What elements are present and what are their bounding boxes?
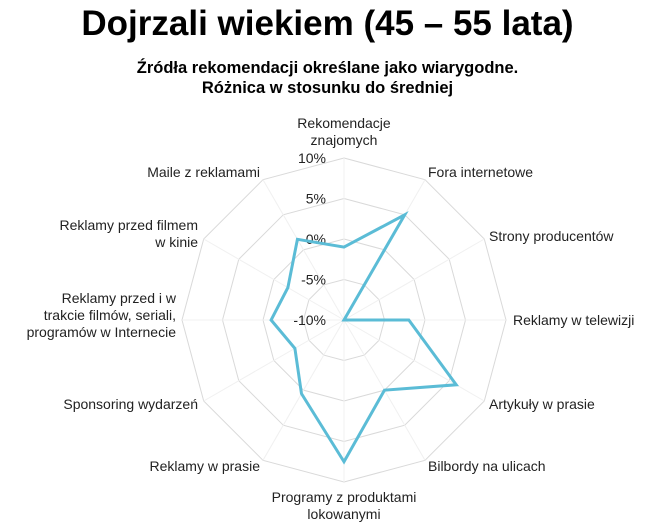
grid-spoke bbox=[203, 238, 345, 321]
grid-spoke bbox=[343, 319, 485, 402]
tick-label: -10% bbox=[293, 312, 326, 328]
category-label: Reklamy w telewizji bbox=[513, 312, 634, 328]
category-label: Sponsoring wydarzeń bbox=[63, 396, 198, 412]
subtitle-line: Źródła rekomendacji określane jako wiary… bbox=[136, 59, 519, 77]
category-label: Rekomendacje znajomych bbox=[297, 115, 391, 148]
chart-title: Dojrzali wiekiem (45 – 55 lata) bbox=[81, 4, 574, 43]
category-label: Artykuły w prasie bbox=[489, 396, 595, 412]
category-label: Maile z reklamami bbox=[147, 164, 260, 180]
grid-spoke bbox=[262, 179, 345, 321]
tick-label: 5% bbox=[306, 191, 326, 207]
category-label: Fora internetowe bbox=[428, 164, 533, 180]
grid-spoke bbox=[343, 238, 485, 321]
grid-spoke bbox=[203, 319, 345, 402]
category-label: Bilbordy na ulicach bbox=[428, 458, 546, 474]
category-label: Strony producentów bbox=[489, 228, 614, 244]
category-label: Programy z produktami lokowanymi bbox=[272, 489, 417, 522]
tick-label: 10% bbox=[298, 150, 326, 166]
tick-label: -5% bbox=[301, 272, 326, 288]
grid-spoke bbox=[262, 319, 345, 461]
series-line bbox=[269, 210, 460, 465]
subtitle-line: Różnica w stosunku do średniej bbox=[201, 79, 454, 97]
category-label: Reklamy przed i w trakcie filmów, seriali… bbox=[27, 290, 177, 340]
chart-subtitle: Źródła rekomendacji określane jako wiary… bbox=[0, 58, 655, 98]
category-label: Reklamy przed filmem w kinie bbox=[60, 217, 199, 250]
category-label: Reklamy w prasie bbox=[150, 458, 261, 474]
